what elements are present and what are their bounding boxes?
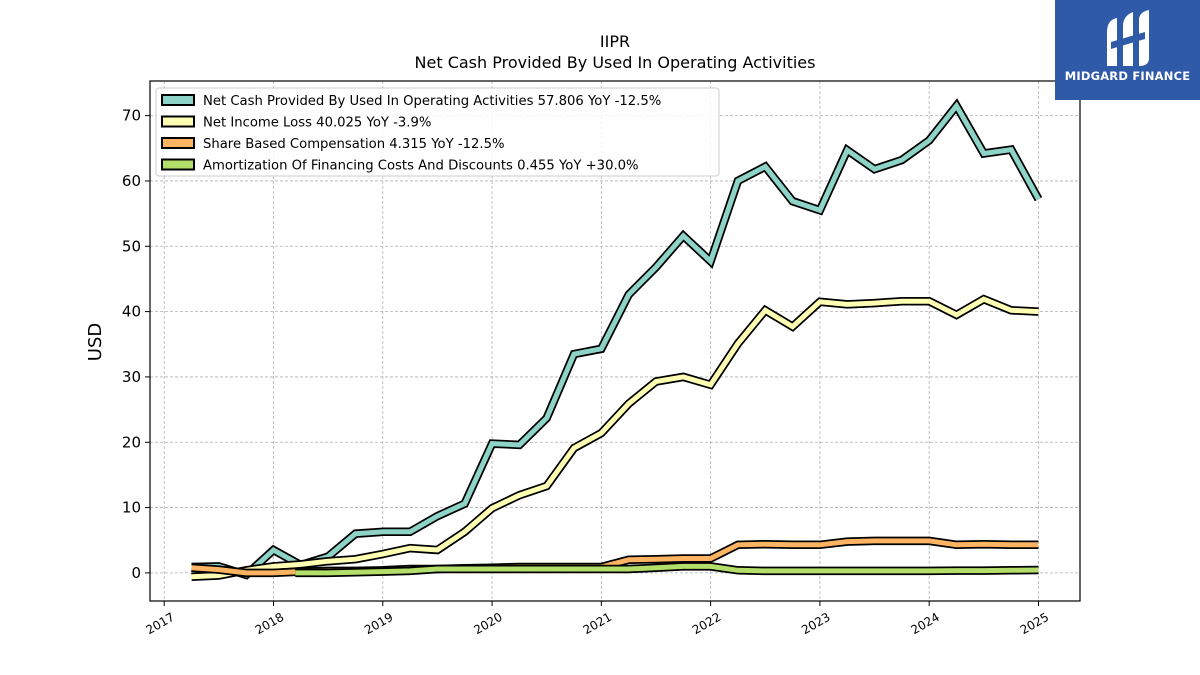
x-tick-label: 2024 bbox=[908, 610, 941, 637]
y-tick-label: 70 bbox=[122, 107, 141, 125]
legend-box bbox=[155, 87, 720, 177]
chart-subtitle: Net Cash Provided By Used In Operating A… bbox=[415, 53, 816, 72]
x-tick-label: 2017 bbox=[143, 610, 176, 637]
x-tick-label: 2022 bbox=[690, 610, 723, 637]
y-tick-label: 60 bbox=[122, 172, 141, 190]
series-line bbox=[191, 296, 1039, 580]
series-lines bbox=[191, 98, 1043, 582]
y-tick-label: 50 bbox=[122, 237, 141, 255]
legend-swatch bbox=[161, 115, 195, 128]
y-tick-label: 40 bbox=[122, 303, 141, 321]
brand-logo: MIDGARD FINANCE bbox=[1055, 0, 1200, 100]
y-tick-label: 10 bbox=[122, 499, 141, 517]
legend-swatch bbox=[161, 94, 195, 106]
brand-name: MIDGARD FINANCE bbox=[1064, 69, 1191, 83]
x-tick-label: 2020 bbox=[471, 610, 504, 637]
legend-label: Amortization Of Financing Costs And Disc… bbox=[203, 159, 639, 174]
chart-title: IIPR bbox=[600, 32, 630, 51]
plot-frame bbox=[149, 80, 1081, 602]
x-tick-label: 2018 bbox=[253, 610, 286, 637]
y-tick-label: 0 bbox=[131, 564, 141, 582]
y-tick-label: 30 bbox=[122, 368, 141, 386]
legend-label: Net Income Loss 40.025 YoY -3.9% bbox=[203, 116, 431, 131]
x-tick-label: 2025 bbox=[1018, 610, 1051, 637]
series-line bbox=[191, 101, 1041, 578]
series-line-outline bbox=[191, 294, 1039, 582]
x-tick-label: 2023 bbox=[799, 610, 832, 637]
midgard-m-logo-icon bbox=[1107, 10, 1149, 66]
x-tick-label: 2019 bbox=[362, 610, 395, 637]
legend-label: Net Cash Provided By Used In Operating A… bbox=[203, 94, 661, 109]
legend-label: Share Based Compensation 4.315 YoY -12.5… bbox=[203, 137, 505, 152]
y-tick-label: 20 bbox=[122, 433, 141, 451]
legend-swatch bbox=[161, 137, 195, 149]
x-tick-label: 2021 bbox=[581, 610, 614, 637]
legend: Net Cash Provided By Used In Operating A… bbox=[155, 87, 720, 177]
series-line bbox=[295, 563, 1039, 576]
y-axis-label: USD bbox=[85, 323, 106, 361]
legend-swatch bbox=[161, 158, 195, 171]
